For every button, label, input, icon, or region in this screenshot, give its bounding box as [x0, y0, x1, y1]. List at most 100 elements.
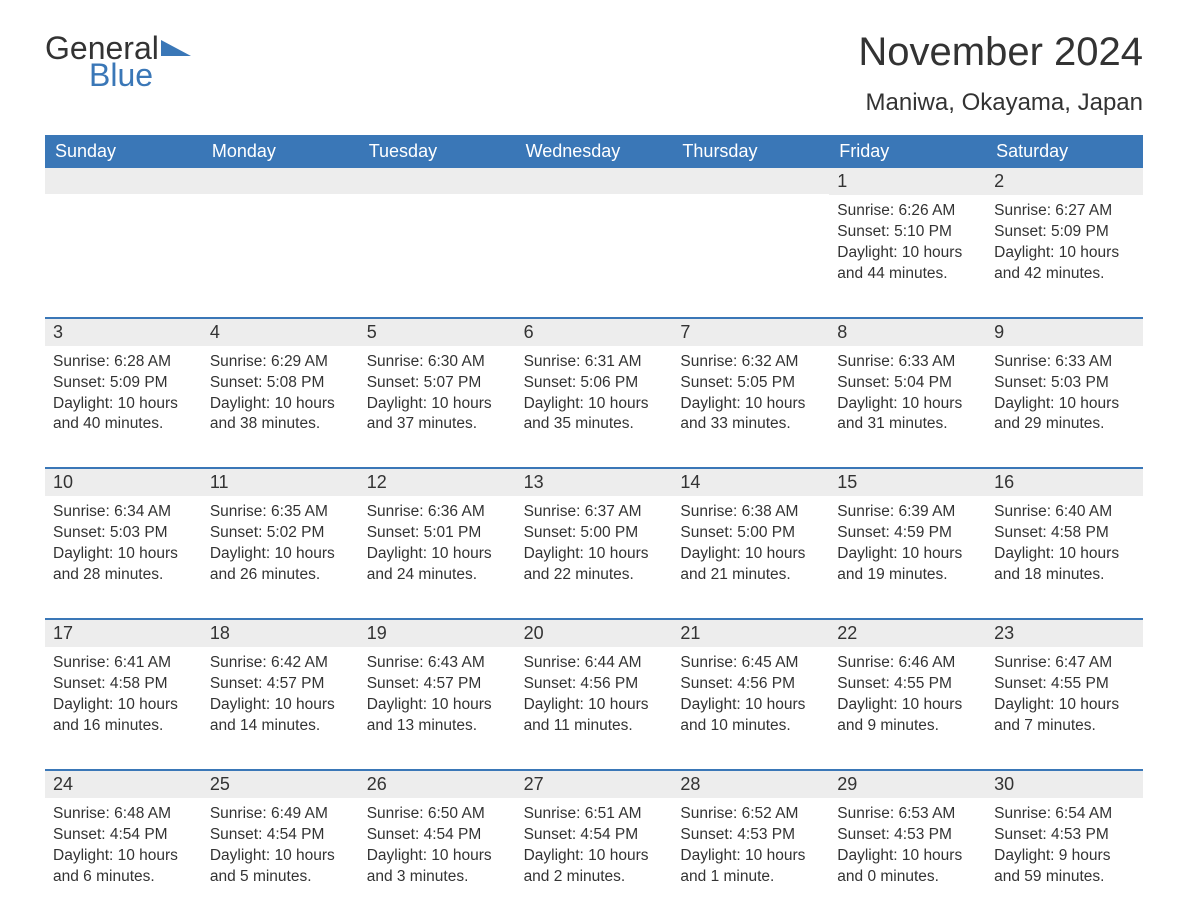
sunrise-text: Sunrise: 6:49 AM [210, 804, 351, 825]
day-details: Sunrise: 6:46 AMSunset: 4:55 PMDaylight:… [829, 647, 986, 741]
sunrise-text: Sunrise: 6:43 AM [367, 653, 508, 674]
sunrise-text: Sunrise: 6:52 AM [680, 804, 821, 825]
logo-text-blue: Blue [89, 57, 159, 94]
day-details: Sunrise: 6:40 AMSunset: 4:58 PMDaylight:… [986, 496, 1143, 590]
sunset-text: Sunset: 4:54 PM [210, 825, 351, 846]
day-number [45, 168, 202, 194]
day-details: Sunrise: 6:41 AMSunset: 4:58 PMDaylight:… [45, 647, 202, 741]
daylight-text: Daylight: 10 hours and 11 minutes. [524, 695, 665, 737]
day-details: Sunrise: 6:30 AMSunset: 5:07 PMDaylight:… [359, 346, 516, 440]
calendar-cell: 2Sunrise: 6:27 AMSunset: 5:09 PMDaylight… [986, 168, 1143, 289]
day-number: 11 [202, 469, 359, 496]
sunset-text: Sunset: 5:04 PM [837, 373, 978, 394]
calendar-cell: 9Sunrise: 6:33 AMSunset: 5:03 PMDaylight… [986, 319, 1143, 440]
calendar-cell: 26Sunrise: 6:50 AMSunset: 4:54 PMDayligh… [359, 771, 516, 892]
day-header-mon: Monday [202, 135, 359, 168]
sunset-text: Sunset: 5:05 PM [680, 373, 821, 394]
daylight-text: Daylight: 10 hours and 24 minutes. [367, 544, 508, 586]
sunset-text: Sunset: 5:06 PM [524, 373, 665, 394]
calendar-cell: 7Sunrise: 6:32 AMSunset: 5:05 PMDaylight… [672, 319, 829, 440]
sunrise-text: Sunrise: 6:40 AM [994, 502, 1135, 523]
day-number: 26 [359, 771, 516, 798]
calendar-cell: 21Sunrise: 6:45 AMSunset: 4:56 PMDayligh… [672, 620, 829, 741]
day-details: Sunrise: 6:31 AMSunset: 5:06 PMDaylight:… [516, 346, 673, 440]
calendar-cell: 28Sunrise: 6:52 AMSunset: 4:53 PMDayligh… [672, 771, 829, 892]
day-details: Sunrise: 6:43 AMSunset: 4:57 PMDaylight:… [359, 647, 516, 741]
title-block: November 2024 Maniwa, Okayama, Japan [858, 30, 1143, 117]
day-number: 14 [672, 469, 829, 496]
day-details: Sunrise: 6:33 AMSunset: 5:03 PMDaylight:… [986, 346, 1143, 440]
day-number: 29 [829, 771, 986, 798]
daylight-text: Daylight: 10 hours and 22 minutes. [524, 544, 665, 586]
day-details: Sunrise: 6:39 AMSunset: 4:59 PMDaylight:… [829, 496, 986, 590]
calendar-cell: 3Sunrise: 6:28 AMSunset: 5:09 PMDaylight… [45, 319, 202, 440]
daylight-text: Daylight: 10 hours and 28 minutes. [53, 544, 194, 586]
sunset-text: Sunset: 4:55 PM [837, 674, 978, 695]
calendar-cell: 27Sunrise: 6:51 AMSunset: 4:54 PMDayligh… [516, 771, 673, 892]
sunset-text: Sunset: 4:57 PM [210, 674, 351, 695]
week-row: 1Sunrise: 6:26 AMSunset: 5:10 PMDaylight… [45, 168, 1143, 289]
daylight-text: Daylight: 10 hours and 1 minute. [680, 846, 821, 888]
daylight-text: Daylight: 10 hours and 21 minutes. [680, 544, 821, 586]
day-details: Sunrise: 6:53 AMSunset: 4:53 PMDaylight:… [829, 798, 986, 892]
week-row: 10Sunrise: 6:34 AMSunset: 5:03 PMDayligh… [45, 467, 1143, 590]
day-details: Sunrise: 6:49 AMSunset: 4:54 PMDaylight:… [202, 798, 359, 892]
sunrise-text: Sunrise: 6:34 AM [53, 502, 194, 523]
daylight-text: Daylight: 9 hours and 59 minutes. [994, 846, 1135, 888]
page-title: November 2024 [858, 30, 1143, 75]
daylight-text: Daylight: 10 hours and 29 minutes. [994, 394, 1135, 436]
calendar-cell: 24Sunrise: 6:48 AMSunset: 4:54 PMDayligh… [45, 771, 202, 892]
day-number: 15 [829, 469, 986, 496]
calendar-cell: 20Sunrise: 6:44 AMSunset: 4:56 PMDayligh… [516, 620, 673, 741]
daylight-text: Daylight: 10 hours and 18 minutes. [994, 544, 1135, 586]
day-details: Sunrise: 6:32 AMSunset: 5:05 PMDaylight:… [672, 346, 829, 440]
day-details: Sunrise: 6:34 AMSunset: 5:03 PMDaylight:… [45, 496, 202, 590]
logo: General Blue [45, 30, 191, 94]
day-number: 12 [359, 469, 516, 496]
day-details: Sunrise: 6:54 AMSunset: 4:53 PMDaylight:… [986, 798, 1143, 892]
sunset-text: Sunset: 5:03 PM [53, 523, 194, 544]
daylight-text: Daylight: 10 hours and 19 minutes. [837, 544, 978, 586]
day-details: Sunrise: 6:35 AMSunset: 5:02 PMDaylight:… [202, 496, 359, 590]
calendar-cell: 4Sunrise: 6:29 AMSunset: 5:08 PMDaylight… [202, 319, 359, 440]
weeks-container: 1Sunrise: 6:26 AMSunset: 5:10 PMDaylight… [45, 168, 1143, 891]
location: Maniwa, Okayama, Japan [858, 89, 1143, 117]
sunset-text: Sunset: 4:54 PM [367, 825, 508, 846]
daylight-text: Daylight: 10 hours and 6 minutes. [53, 846, 194, 888]
daylight-text: Daylight: 10 hours and 13 minutes. [367, 695, 508, 737]
sunset-text: Sunset: 5:00 PM [680, 523, 821, 544]
sunset-text: Sunset: 5:09 PM [994, 222, 1135, 243]
day-number: 6 [516, 319, 673, 346]
daylight-text: Daylight: 10 hours and 10 minutes. [680, 695, 821, 737]
daylight-text: Daylight: 10 hours and 7 minutes. [994, 695, 1135, 737]
sunrise-text: Sunrise: 6:44 AM [524, 653, 665, 674]
daylight-text: Daylight: 10 hours and 26 minutes. [210, 544, 351, 586]
sunset-text: Sunset: 5:08 PM [210, 373, 351, 394]
calendar-cell: 22Sunrise: 6:46 AMSunset: 4:55 PMDayligh… [829, 620, 986, 741]
day-header-sat: Saturday [986, 135, 1143, 168]
sunrise-text: Sunrise: 6:26 AM [837, 201, 978, 222]
sunrise-text: Sunrise: 6:46 AM [837, 653, 978, 674]
day-details: Sunrise: 6:33 AMSunset: 5:04 PMDaylight:… [829, 346, 986, 440]
day-details: Sunrise: 6:52 AMSunset: 4:53 PMDaylight:… [672, 798, 829, 892]
sunrise-text: Sunrise: 6:51 AM [524, 804, 665, 825]
sunset-text: Sunset: 5:09 PM [53, 373, 194, 394]
calendar-cell [672, 168, 829, 289]
daylight-text: Daylight: 10 hours and 33 minutes. [680, 394, 821, 436]
day-header-tue: Tuesday [359, 135, 516, 168]
sunset-text: Sunset: 4:54 PM [524, 825, 665, 846]
sunset-text: Sunset: 5:02 PM [210, 523, 351, 544]
calendar-cell: 17Sunrise: 6:41 AMSunset: 4:58 PMDayligh… [45, 620, 202, 741]
day-header-sun: Sunday [45, 135, 202, 168]
sunrise-text: Sunrise: 6:37 AM [524, 502, 665, 523]
sunrise-text: Sunrise: 6:53 AM [837, 804, 978, 825]
calendar-cell: 23Sunrise: 6:47 AMSunset: 4:55 PMDayligh… [986, 620, 1143, 741]
day-number: 10 [45, 469, 202, 496]
sunset-text: Sunset: 4:53 PM [680, 825, 821, 846]
day-number [672, 168, 829, 194]
day-details: Sunrise: 6:50 AMSunset: 4:54 PMDaylight:… [359, 798, 516, 892]
day-number: 28 [672, 771, 829, 798]
calendar-cell: 14Sunrise: 6:38 AMSunset: 5:00 PMDayligh… [672, 469, 829, 590]
calendar-cell [516, 168, 673, 289]
calendar-cell: 1Sunrise: 6:26 AMSunset: 5:10 PMDaylight… [829, 168, 986, 289]
